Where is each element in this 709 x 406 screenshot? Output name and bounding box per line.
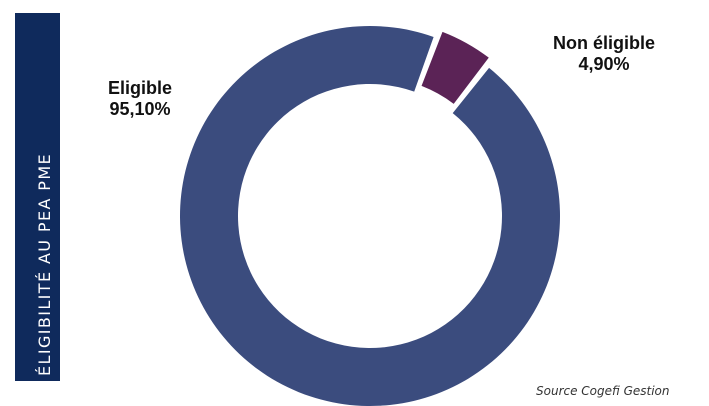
- slice-non-ligible: [421, 31, 489, 104]
- slice-label-eligible-value: 95,10%: [109, 99, 171, 119]
- slice-label-non-eligible-name: Non éligible: [552, 33, 655, 53]
- slice-label-non-eligible-value: 4,90%: [578, 54, 630, 74]
- slice-label-eligible-name: Eligible: [107, 78, 172, 98]
- source-note: Source Cogefi Gestion: [536, 384, 670, 398]
- side-title-band: [15, 13, 60, 381]
- slice-label-eligible: Eligible 95,10%: [85, 78, 195, 120]
- slice-eligible: [179, 25, 560, 406]
- slice-label-non-eligible: Non éligible 4,90%: [534, 33, 674, 75]
